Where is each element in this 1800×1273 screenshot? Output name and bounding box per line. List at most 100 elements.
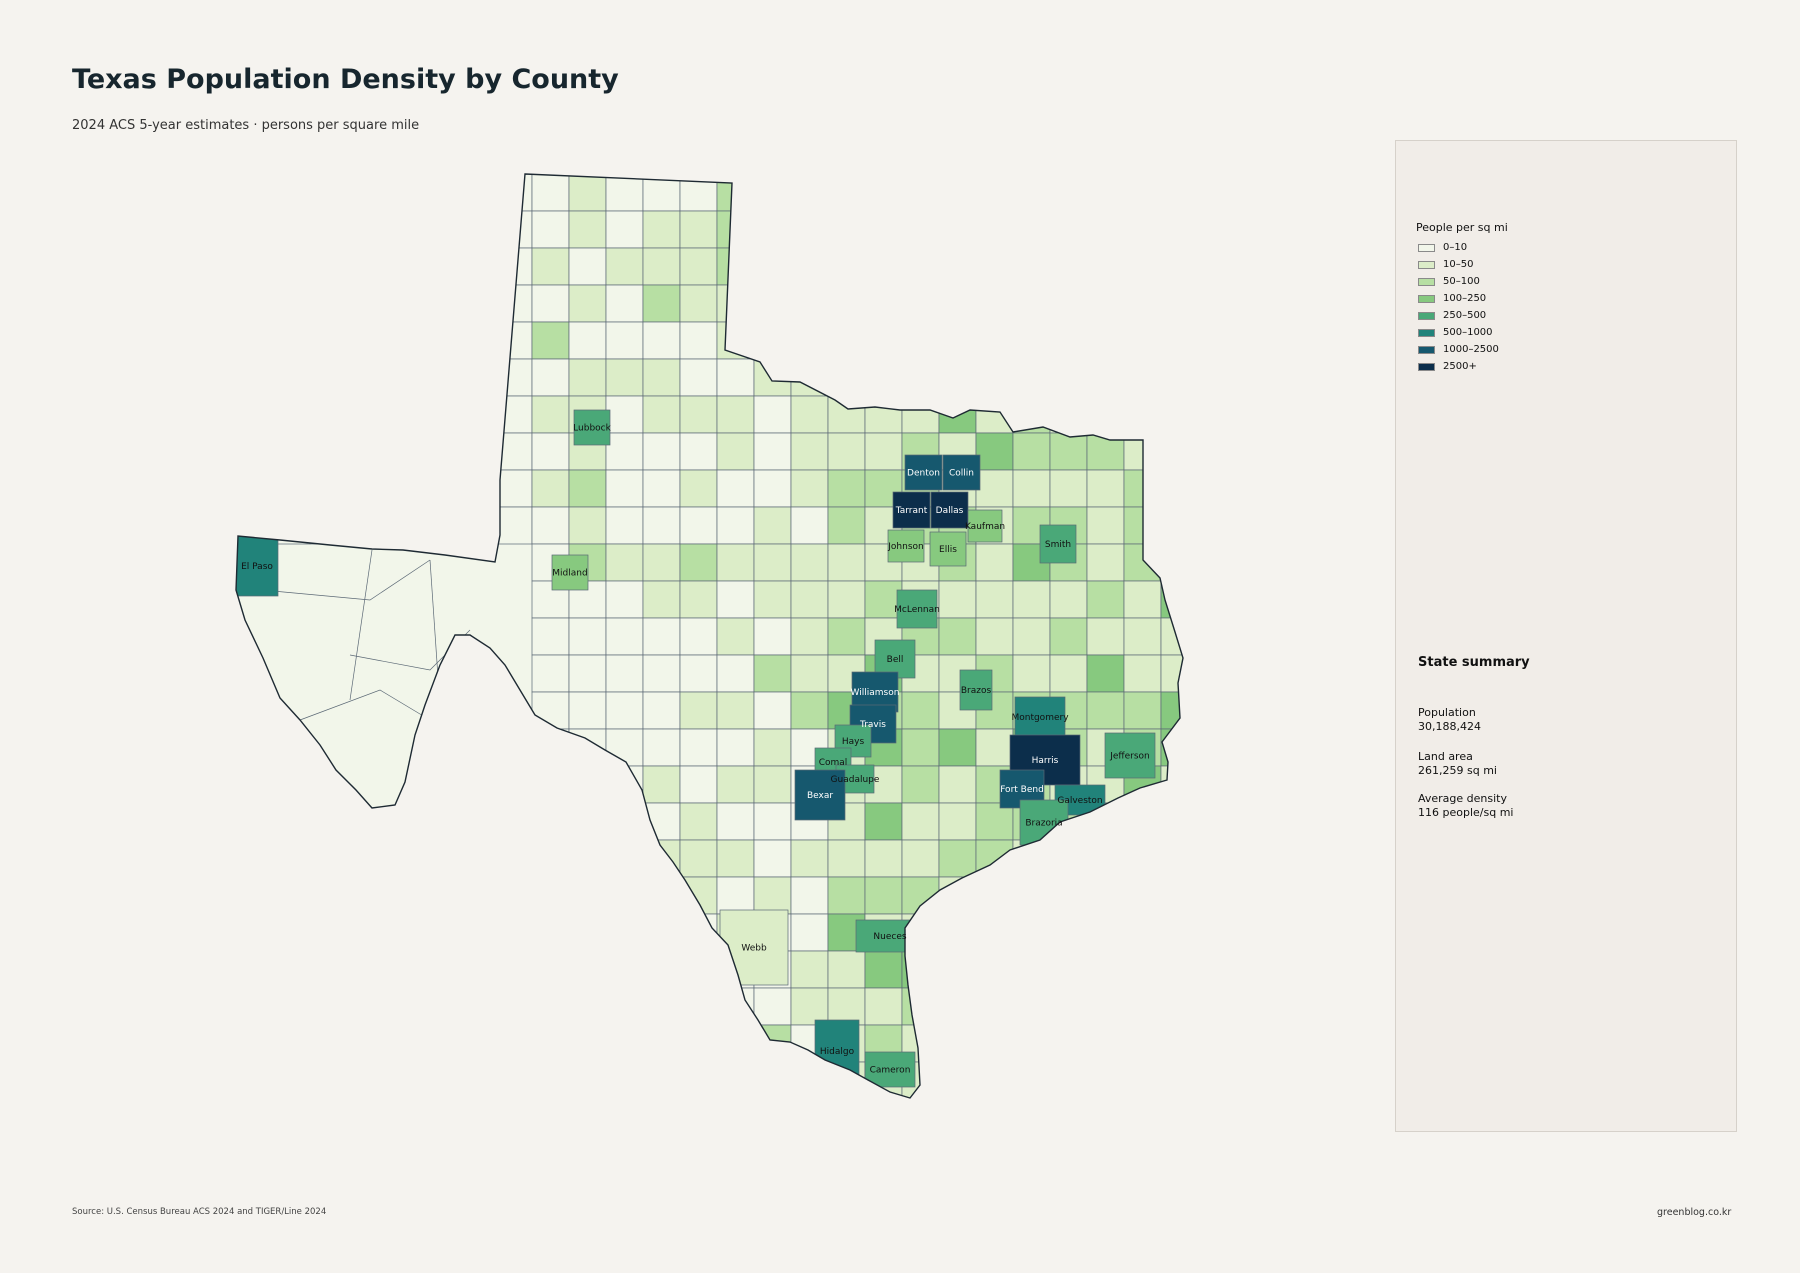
county — [272, 210, 311, 249]
county — [901, 174, 940, 212]
county — [309, 174, 348, 212]
county — [939, 1099, 976, 1136]
county — [531, 284, 570, 323]
county — [383, 210, 422, 249]
county — [642, 1024, 681, 1063]
county — [1160, 469, 1183, 508]
legend-label: 10–50 — [1443, 259, 1474, 270]
county — [1049, 654, 1088, 693]
county-label-brazoria: Brazoria — [1025, 819, 1062, 829]
county — [975, 1061, 1014, 1098]
county — [901, 691, 940, 730]
county-label-comal: Comal — [819, 758, 848, 768]
legend-swatch — [1418, 243, 1435, 252]
county — [605, 358, 644, 397]
county — [827, 321, 866, 360]
county-label-dallas: Dallas — [936, 506, 964, 516]
county — [236, 174, 274, 212]
county — [679, 728, 718, 767]
county-jefferson — [1104, 732, 1156, 779]
county — [1086, 543, 1125, 582]
county-label-harris: Harris — [1032, 756, 1059, 766]
county — [754, 1099, 791, 1136]
county — [753, 543, 792, 582]
summary-title: State summary — [1418, 655, 1530, 670]
county — [1086, 358, 1125, 397]
county — [1086, 1024, 1125, 1063]
county — [642, 506, 681, 545]
county — [1160, 174, 1183, 212]
land-area-value: 261,259 sq mi — [1418, 764, 1497, 777]
county — [1086, 506, 1125, 545]
county — [1160, 839, 1183, 878]
county — [679, 395, 718, 434]
county — [938, 728, 977, 767]
county — [531, 506, 570, 545]
county — [605, 506, 644, 545]
map-title: Texas Population Density by County — [72, 64, 619, 95]
county — [901, 210, 940, 249]
county — [1012, 210, 1051, 249]
county — [605, 691, 644, 730]
county — [716, 506, 755, 545]
texas-county-map: Lubbock El Paso Midland Denton Collin Tarrant… — [235, 173, 1184, 1136]
county — [568, 1061, 607, 1098]
county — [1012, 247, 1051, 286]
county — [1086, 950, 1125, 989]
county — [938, 358, 977, 397]
county — [383, 358, 422, 397]
county — [901, 247, 940, 286]
county — [901, 802, 940, 841]
county — [679, 950, 718, 989]
county — [1160, 543, 1183, 582]
county — [679, 839, 718, 878]
county — [1049, 321, 1088, 360]
county — [1086, 617, 1125, 656]
county — [605, 247, 644, 286]
county — [790, 321, 829, 360]
legend-item: 250–500 — [1418, 307, 1499, 324]
county — [790, 876, 829, 915]
legend-item: 100–250 — [1418, 290, 1499, 307]
county — [827, 506, 866, 545]
county-label-hidalgo: Hidalgo — [820, 1047, 855, 1057]
county — [1086, 210, 1125, 249]
county — [716, 1024, 755, 1063]
county — [864, 174, 903, 212]
county — [272, 469, 311, 508]
population-value: 30,188,424 — [1418, 720, 1481, 733]
county — [642, 210, 681, 249]
county — [864, 321, 903, 360]
county — [901, 839, 940, 878]
county — [531, 469, 570, 508]
county — [531, 802, 570, 841]
county — [1086, 839, 1125, 878]
county — [605, 765, 644, 804]
county — [827, 839, 866, 878]
county — [605, 432, 644, 471]
county — [938, 210, 977, 249]
county — [1160, 284, 1183, 323]
county-label-fort-bend: Fort Bend — [1000, 785, 1044, 795]
county — [346, 174, 385, 212]
county — [1012, 1061, 1051, 1098]
county — [901, 358, 940, 397]
county-label-collin: Collin — [949, 469, 974, 479]
county — [938, 580, 977, 619]
county — [827, 950, 866, 989]
county — [1123, 395, 1162, 434]
county — [272, 506, 311, 545]
county-smith — [1039, 524, 1077, 564]
county-boundary — [299, 689, 431, 721]
county — [568, 358, 607, 397]
county — [1123, 987, 1162, 1026]
county — [1086, 876, 1125, 915]
county — [531, 432, 570, 471]
county — [457, 469, 496, 508]
county — [679, 321, 718, 360]
county — [790, 543, 829, 582]
county — [383, 506, 422, 545]
county — [346, 321, 385, 360]
county — [1012, 1024, 1051, 1063]
county — [605, 543, 644, 582]
